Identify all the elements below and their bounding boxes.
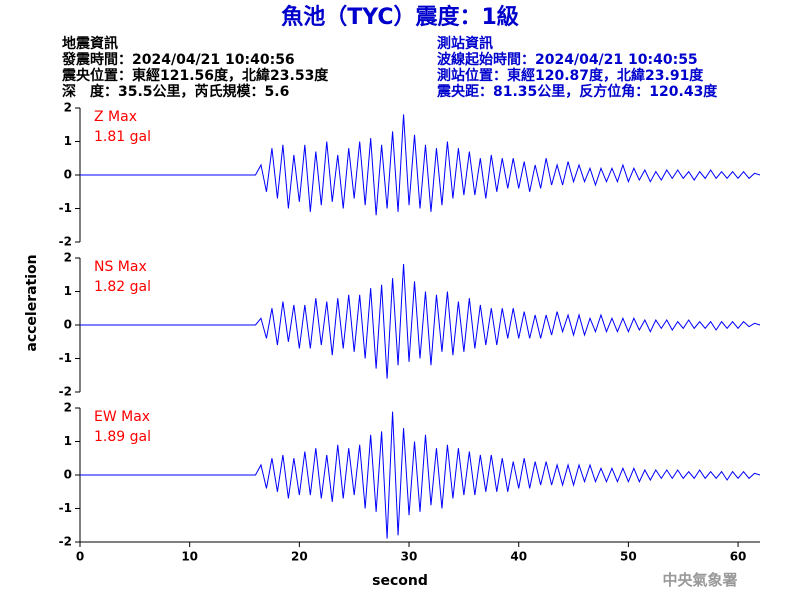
- x-tick-label: 20: [291, 550, 308, 564]
- series-max: 1.89 gal: [94, 429, 151, 445]
- info-right: 波線起始時間：2024/04/21 10:40:55: [437, 51, 698, 68]
- x-tick-label: 40: [510, 550, 527, 564]
- y-tick-label: 0: [64, 468, 72, 482]
- info-left: 發震時間：2024/04/21 10:40:56: [61, 51, 295, 68]
- series-max: 1.81 gal: [94, 129, 151, 145]
- y-tick-label: 1: [64, 434, 72, 448]
- y-tick-label: 2: [64, 251, 72, 265]
- waveform: [80, 264, 761, 379]
- y-tick-label: -1: [59, 501, 72, 515]
- series-max: 1.82 gal: [94, 279, 151, 295]
- series-name: NS Max: [94, 259, 147, 275]
- y-tick-label: -2: [59, 385, 72, 399]
- y-tick-label: 1: [64, 284, 72, 298]
- waveform: [80, 114, 761, 216]
- x-tick-label: 30: [401, 550, 418, 564]
- series-name: EW Max: [94, 409, 150, 425]
- y-tick-label: 0: [64, 318, 72, 332]
- x-tick-label: 50: [620, 550, 637, 564]
- x-axis-label: second: [372, 573, 428, 589]
- x-tick-label: 10: [181, 550, 198, 564]
- y-tick-label: 2: [64, 101, 72, 115]
- info-right: 震央距：81.35公里，反方位角：120.43度: [436, 83, 718, 100]
- y-tick-label: -1: [59, 351, 72, 365]
- info-left: 地震資訊: [62, 35, 118, 52]
- y-tick-label: 0: [64, 168, 72, 182]
- info-right: 測站資訊: [437, 35, 493, 52]
- waveform: [80, 411, 761, 539]
- y-tick-label: 1: [64, 134, 72, 148]
- y-tick-label: -2: [59, 235, 72, 249]
- y-tick-label: -2: [59, 535, 72, 549]
- x-tick-label: 0: [76, 550, 84, 564]
- footer: 中央氣象署: [662, 571, 737, 589]
- x-tick-label: 60: [730, 550, 747, 564]
- y-axis-label: acceleration: [24, 254, 40, 351]
- chart-title: 魚池（TYC）震度：1級: [281, 4, 519, 30]
- y-tick-label: 2: [64, 401, 72, 415]
- info-left: 震央位置：東經121.56度，北緯23.53度: [61, 67, 329, 84]
- info-right: 測站位置：東經120.87度，北緯23.91度: [437, 67, 704, 84]
- info-left: 深 度：35.5公里，芮氏規模：5.6: [62, 83, 289, 100]
- y-tick-label: -1: [59, 201, 72, 215]
- series-name: Z Max: [94, 109, 137, 125]
